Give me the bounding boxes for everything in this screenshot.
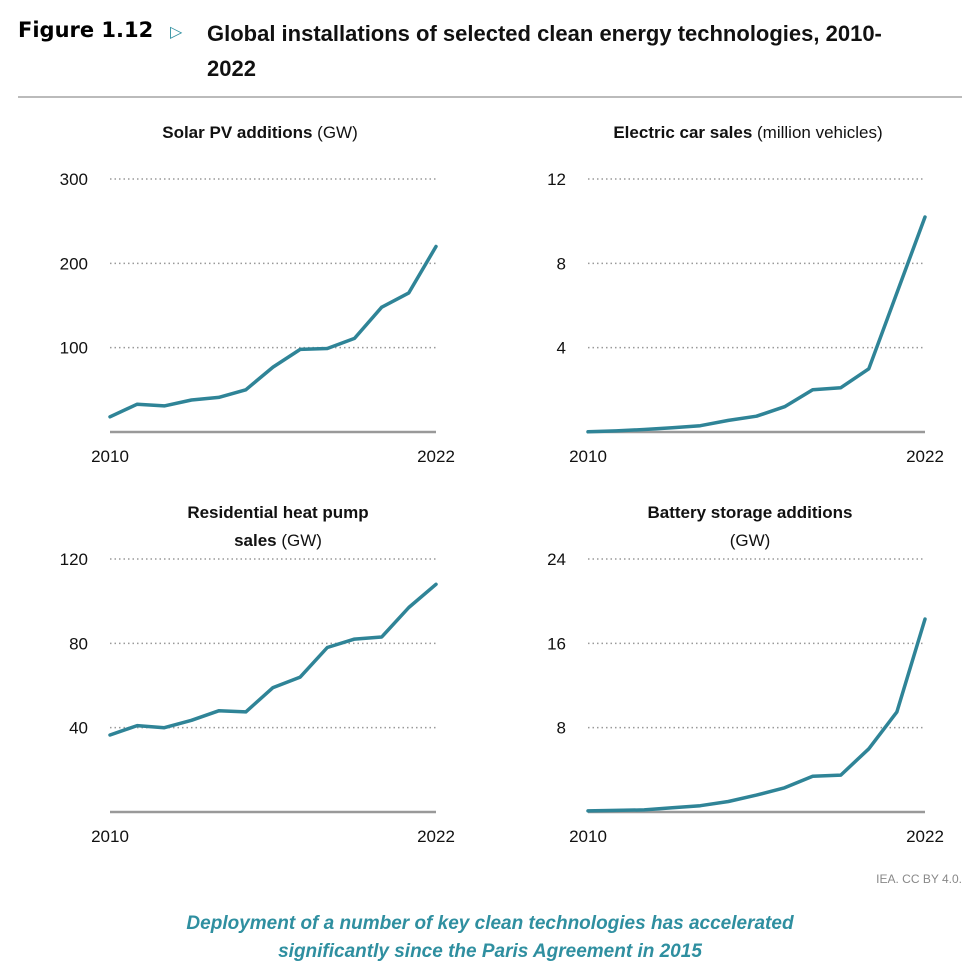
x-tick-label: 2010	[91, 447, 129, 466]
series-line	[108, 582, 438, 737]
series-line	[586, 617, 927, 813]
credit: IEA. CC BY 4.0.	[876, 872, 962, 886]
y-tick-label: 40	[69, 719, 88, 738]
chart-unit: (GW)	[730, 531, 771, 550]
chart-title-line2: sales (GW)	[234, 531, 322, 550]
figure-title: Global installations of selected clean e…	[207, 21, 882, 81]
y-tick-label: 80	[69, 634, 88, 653]
y-tick-label: 16	[547, 634, 566, 653]
y-tick-label: 24	[547, 550, 566, 569]
y-tick-label: 300	[60, 170, 88, 189]
x-tick-label: 2022	[417, 827, 455, 846]
x-tick-label: 2022	[417, 447, 455, 466]
x-tick-label: 2010	[91, 827, 129, 846]
chart-title: Residential heat pump	[187, 503, 368, 522]
x-tick-label: 2010	[569, 827, 607, 846]
triangle-right-icon: ▷	[170, 24, 183, 41]
y-tick-label: 8	[557, 254, 566, 273]
y-tick-label: 100	[60, 339, 88, 358]
divider	[18, 96, 962, 98]
y-tick-label: 12	[547, 170, 566, 189]
chart-title: Battery storage additions	[648, 503, 853, 522]
x-tick-label: 2022	[906, 827, 944, 846]
y-tick-label: 200	[60, 254, 88, 273]
x-tick-label: 2022	[906, 447, 944, 466]
series-line	[586, 215, 927, 434]
chart-title: Solar PV additions (GW)	[162, 123, 358, 142]
chart-title: Electric car sales (million vehicles)	[613, 123, 882, 142]
y-tick-label: 120	[60, 550, 88, 569]
y-tick-label: 4	[557, 339, 566, 358]
caption: Deployment of a number of key clean tech…	[186, 913, 794, 962]
y-tick-label: 8	[557, 719, 566, 738]
x-tick-label: 2010	[569, 447, 607, 466]
series-line	[108, 244, 438, 419]
figure-label: Figure 1.12	[18, 18, 154, 42]
